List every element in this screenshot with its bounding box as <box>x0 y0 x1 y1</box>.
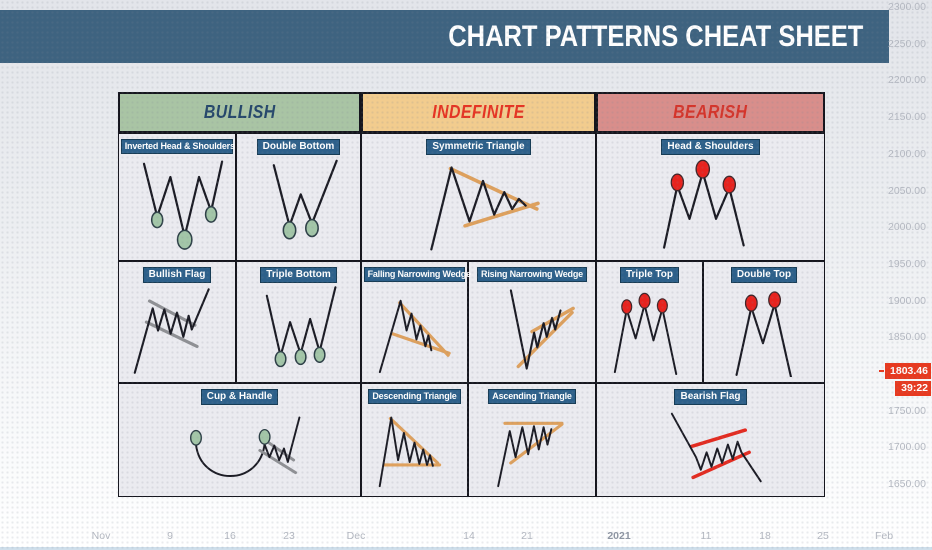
time-tick-label: 23 <box>283 530 295 542</box>
pattern-cell-ascending-triangle: Ascending Triangle <box>468 383 596 497</box>
price-tick-label: 1750.00 <box>888 404 926 417</box>
price-tick-label: 2050.00 <box>888 184 926 197</box>
pattern-cell-rising-narrowing-wedge: Rising Narrowing Wedge <box>468 261 596 383</box>
falling-narrowing-wedge-pattern-icon <box>378 299 451 374</box>
pattern-cell-triple-bottom: Triple Bottom <box>236 261 361 383</box>
bearish-flag-pattern-icon <box>670 412 762 483</box>
column-header-label: BEARISH <box>673 102 748 122</box>
pattern-label: Double Top <box>730 267 798 283</box>
bottom-toolbar-edge <box>0 547 932 550</box>
time-axis[interactable]: Nov 9 16 23 Dec 14 21 2021 11 18 25 Feb <box>0 526 932 546</box>
time-tick-label: Nov <box>91 530 111 542</box>
bar-countdown-badge: 39:22 <box>895 381 931 397</box>
price-tick-label: 2100.00 <box>888 147 926 160</box>
price-tick-label: 1950.00 <box>888 257 926 270</box>
time-tick-label: Dec <box>346 530 366 542</box>
time-tick-label: 21 <box>521 530 533 542</box>
page-title: CHART PATTERNS CHEAT SHEET <box>447 19 863 53</box>
pattern-label: Symmetric Triangle <box>426 139 531 155</box>
double-top-pattern-icon <box>735 291 793 377</box>
time-tick-label: 14 <box>463 530 475 542</box>
column-header-label: INDEFINITE <box>432 102 525 122</box>
descending-triangle-pattern-icon <box>378 416 442 488</box>
time-tick-label: 16 <box>224 530 236 542</box>
pattern-label: Cup & Handle <box>200 389 279 405</box>
time-tick-label: 9 <box>167 530 173 542</box>
banner: CHART PATTERNS CHEAT SHEET <box>0 10 889 63</box>
column-header-label: BULLISH <box>203 102 276 122</box>
pattern-cell-bullish-flag: Bullish Flag <box>118 261 236 383</box>
pattern-label: Triple Bottom <box>260 267 337 283</box>
pattern-label: Double Bottom <box>256 139 341 155</box>
bullish-flag-pattern-icon <box>133 288 210 374</box>
pattern-label: Head & Shoulders <box>661 139 760 155</box>
price-tick-label: 2300.00 <box>888 1 926 13</box>
triple-top-pattern-icon <box>613 292 678 376</box>
pattern-cell-triple-top: Triple Top <box>596 261 703 383</box>
pattern-cell-symmetric-triangle: Symmetric Triangle <box>361 133 596 261</box>
pattern-label: Inverted Head & Shoulders <box>120 139 235 154</box>
pattern-cell-descending-triangle: Descending Triangle <box>361 383 468 497</box>
column-header-bullish: BULLISH <box>118 92 361 133</box>
double-bottom-pattern-icon <box>272 159 338 240</box>
pattern-cell-cup-and-handle: Cup & Handle <box>118 383 361 497</box>
pattern-label: Descending Triangle <box>368 389 461 404</box>
price-tick-label: 1850.00 <box>888 331 926 344</box>
last-price-tick-dash <box>879 370 884 373</box>
time-tick-label: Feb <box>874 530 894 542</box>
pattern-cell-inverted-head-and-shoulders: Inverted Head & Shoulders <box>118 133 236 261</box>
time-tick-label: 2021 <box>607 530 631 542</box>
time-tick-label: 18 <box>759 530 771 542</box>
time-tick-label: 11 <box>700 530 712 542</box>
cheat-sheet-table: BULLISH INDEFINITE BEARISH Inverted Head… <box>118 92 825 497</box>
price-tick-label: 1700.00 <box>888 441 926 454</box>
price-tick-label: 2250.00 <box>888 37 926 50</box>
cup-and-handle-pattern-icon <box>190 416 301 477</box>
column-header-indefinite: INDEFINITE <box>361 92 596 133</box>
column-header-bearish: BEARISH <box>596 92 825 133</box>
price-tick-label: 2000.00 <box>888 221 926 234</box>
pattern-cell-head-and-shoulders: Head & Shoulders <box>596 133 825 261</box>
pattern-cell-bearish-flag: Bearish Flag <box>596 383 825 497</box>
price-tick-label: 2200.00 <box>888 74 926 87</box>
ascending-triangle-pattern-icon <box>497 421 564 488</box>
price-tick-label: 1900.00 <box>888 294 926 307</box>
pattern-label: Triple Top <box>619 267 680 283</box>
pattern-cell-double-top: Double Top <box>703 261 825 383</box>
pattern-label: Ascending Triangle <box>488 389 576 404</box>
pattern-label: Falling Narrowing Wedge <box>363 267 471 282</box>
symmetric-triangle-pattern-icon <box>430 166 540 251</box>
pattern-label: Bullish Flag <box>142 267 212 283</box>
price-tick-label: 2150.00 <box>888 111 926 124</box>
pattern-label: Rising Narrowing Wedge <box>477 267 587 282</box>
time-tick-label: 25 <box>817 530 829 542</box>
last-price-badge: 1803.46 <box>885 363 931 380</box>
pattern-cell-falling-narrowing-wedge: Falling Narrowing Wedge <box>361 261 471 383</box>
triple-bottom-pattern-icon <box>265 286 337 368</box>
price-tick-label: 1650.00 <box>888 478 926 491</box>
pattern-cell-double-bottom: Double Bottom <box>236 133 361 261</box>
pattern-label: Bearish Flag <box>674 389 747 405</box>
price-axis[interactable]: 1803.46 39:22 2300.00 2250.00 2200.00 2150.… <box>879 0 932 520</box>
inverted-head-and-shoulders-pattern-icon <box>142 160 224 250</box>
head-and-shoulders-pattern-icon <box>662 159 745 249</box>
rising-narrowing-wedge-pattern-icon <box>509 289 575 370</box>
